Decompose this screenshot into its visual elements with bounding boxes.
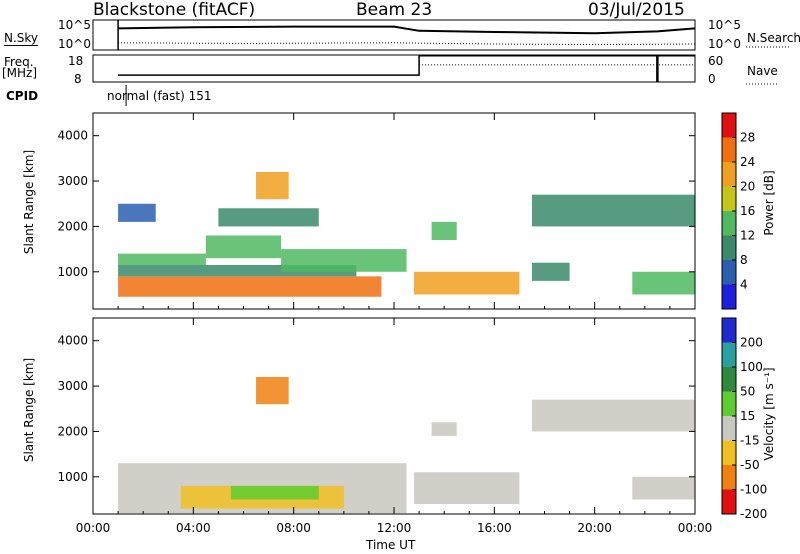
noise-sky-label: N.Sky xyxy=(4,31,39,46)
xtick-label-2: 08:00 xyxy=(276,521,311,535)
power-colorbar-seg-5 xyxy=(722,235,736,261)
velocity-band-7 xyxy=(632,476,695,500)
xtick-label-5: 20:00 xyxy=(577,521,612,535)
noise-search-label: N.Search xyxy=(747,31,800,45)
velocity-colorbar-label-5: -50 xyxy=(740,458,760,472)
velocity-ytick-label-1: 3000 xyxy=(57,379,88,393)
velocity-ytick-label-3: 1000 xyxy=(57,470,88,484)
xtick-label-3: 12:00 xyxy=(377,521,412,535)
x-axis-title: Time UT xyxy=(366,538,416,552)
xtick-label-0: 00:00 xyxy=(76,521,111,535)
power-colorbar-seg-2 xyxy=(722,162,736,187)
power-ytick-label-1: 3000 xyxy=(57,174,88,188)
power-colorbar-seg-0 xyxy=(722,113,736,138)
noise-left-tick-top: 10^5 xyxy=(58,18,91,32)
xtick-label-4: 16:00 xyxy=(477,521,512,535)
velocity-ytick-label-0: 4000 xyxy=(57,334,88,348)
power-colorbar-seg-4 xyxy=(722,211,736,236)
radar-title: Blackstone (fitACF) xyxy=(93,0,256,20)
velocity-colorbar-seg-7 xyxy=(722,489,736,515)
noise-right-tick-top: 10^5 xyxy=(708,18,741,32)
power-ytick-label-3: 1000 xyxy=(57,265,88,279)
power-colorbar-label-2: 20 xyxy=(740,180,755,194)
freq-label-line1: Freq. xyxy=(4,55,34,69)
velocity-colorbar-label-1: 100 xyxy=(740,360,763,374)
nave-right-tick-top: 60 xyxy=(708,54,724,68)
noise-series-n-sky xyxy=(118,25,696,35)
velocity-colorbar-seg-5 xyxy=(722,440,736,466)
velocity-band-4 xyxy=(414,472,520,505)
velocity-band-5 xyxy=(431,422,457,436)
freq-panel-frame xyxy=(92,54,696,83)
power-band-9 xyxy=(431,221,457,241)
power-band-10 xyxy=(531,262,570,281)
velocity-colorbar-label-3: 15 xyxy=(740,409,755,423)
power-colorbar-seg-7 xyxy=(722,284,736,310)
velocity-colorbar-label-6: -100 xyxy=(740,483,767,497)
power-band-2 xyxy=(118,253,206,265)
velocity-colorbar-seg-6 xyxy=(722,465,736,490)
power-ytick-label-2: 2000 xyxy=(57,219,88,233)
velocity-colorbar-label-0: 200 xyxy=(740,336,763,350)
power-band-12 xyxy=(632,271,695,295)
power-band-7 xyxy=(118,203,156,222)
velocity-band-3 xyxy=(256,376,289,405)
power-band-1 xyxy=(118,264,357,277)
velocity-colorbar-seg-1 xyxy=(722,342,736,368)
power-colorbar-label-4: 12 xyxy=(740,229,755,243)
noise-left-tick-bottom: 10^0 xyxy=(58,37,91,51)
power-colorbar-label-6: 4 xyxy=(740,278,748,292)
velocity-colorbar-seg-2 xyxy=(722,367,736,392)
velocity-colorbar-seg-3 xyxy=(722,391,736,417)
xtick-label-6: 00:00 xyxy=(678,521,713,535)
cpid-label: CPID xyxy=(6,89,39,103)
power-band-4 xyxy=(281,249,407,272)
nave-right-tick-bottom: 0 xyxy=(708,72,716,86)
power-colorbar-label-0: 28 xyxy=(740,131,755,145)
freq-label-line2: [MHz] xyxy=(2,66,38,80)
velocity-colorbar-seg-4 xyxy=(722,416,736,441)
nave-label: Nave xyxy=(747,64,778,78)
noise-right-tick-bottom: 10^0 xyxy=(708,37,741,51)
freq-left-tick-top: 18 xyxy=(68,54,84,68)
freq-left-tick-bottom: 8 xyxy=(74,72,82,86)
velocity-band-2 xyxy=(230,485,319,500)
power-colorbar-label-1: 24 xyxy=(740,155,755,169)
power-colorbar-label-3: 16 xyxy=(740,204,755,218)
power-band-5 xyxy=(256,171,289,200)
cpid-value: normal (fast) 151 xyxy=(107,89,212,103)
xtick-label-1: 04:00 xyxy=(176,521,211,535)
power-colorbar-seg-6 xyxy=(722,260,736,285)
power-colorbar-seg-1 xyxy=(722,137,736,163)
beam-title: Beam 23 xyxy=(356,0,433,20)
power-band-3 xyxy=(205,235,282,259)
power-colorbar-seg-3 xyxy=(722,186,736,212)
power-ytick-label-0: 4000 xyxy=(57,129,88,143)
freq-series xyxy=(118,54,695,76)
noise-panel-frame xyxy=(92,19,696,51)
power-band-6 xyxy=(218,208,319,227)
velocity-colorbar-label-4: -15 xyxy=(740,434,760,448)
noise-series-n-search xyxy=(118,42,696,46)
power-band-8 xyxy=(414,271,520,295)
velocity-colorbar-seg-0 xyxy=(722,318,736,343)
power-band-0 xyxy=(118,276,382,297)
velocity-band-6 xyxy=(531,399,695,432)
power-band-11 xyxy=(531,194,695,227)
velocity-ytick-label-2: 2000 xyxy=(57,424,88,438)
date-title: 03/Jul/2015 xyxy=(588,0,685,20)
velocity-colorbar-label-2: 50 xyxy=(740,385,755,399)
velocity-colorbar-label-7: -200 xyxy=(740,507,767,521)
power-colorbar-label-5: 8 xyxy=(740,253,748,267)
